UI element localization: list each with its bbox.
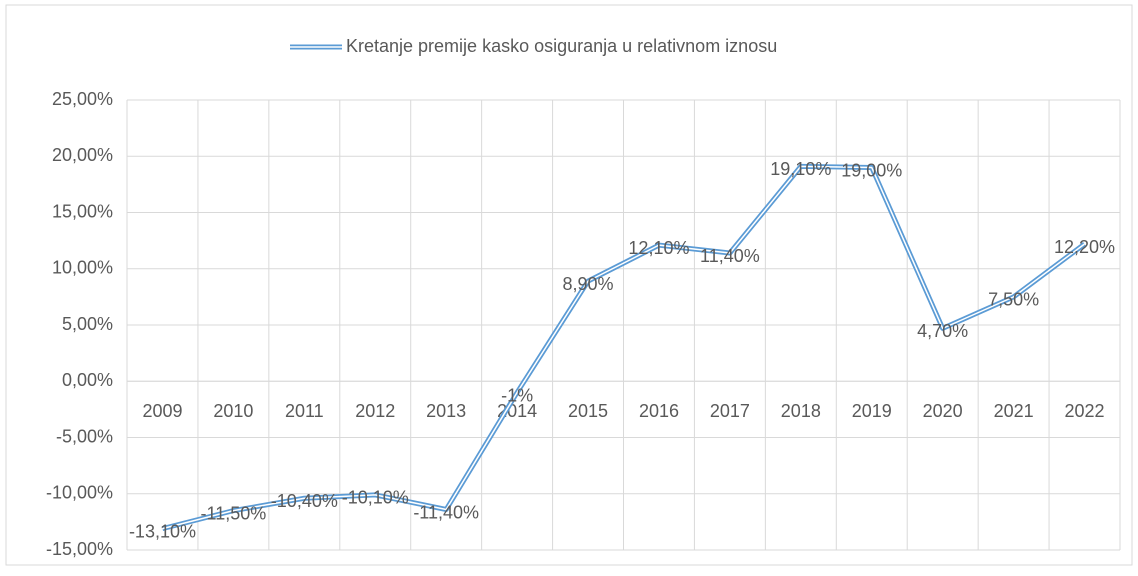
- data-label: 19,00%: [841, 160, 902, 180]
- y-tick-label: 15,00%: [52, 201, 113, 221]
- y-tick-label: 0,00%: [62, 370, 113, 390]
- y-tick-label: 25,00%: [52, 89, 113, 109]
- y-tick-label: 5,00%: [62, 314, 113, 334]
- x-tick-label: 2009: [142, 401, 182, 421]
- data-label: -11,50%: [201, 503, 267, 523]
- x-tick-label: 2011: [285, 401, 324, 421]
- x-tick-label: 2021: [994, 401, 1034, 421]
- data-label: -1%: [501, 385, 533, 405]
- x-tick-label: 2020: [923, 401, 963, 421]
- y-tick-label: -5,00%: [56, 426, 113, 446]
- legend-label: Kretanje premije kasko osiguranja u rela…: [346, 36, 777, 56]
- data-label: 12,10%: [628, 238, 689, 258]
- data-label: 7,50%: [988, 290, 1039, 310]
- data-label: -13,10%: [129, 521, 196, 541]
- data-label: 19,10%: [770, 159, 831, 179]
- data-label: -10,40%: [271, 491, 338, 511]
- chart-border: [5, 4, 1133, 566]
- x-tick-label: 2018: [781, 401, 821, 421]
- data-label: -10,10%: [342, 488, 409, 508]
- data-label: 11,40%: [700, 246, 760, 266]
- x-tick-label: 2015: [568, 401, 608, 421]
- x-tick-label: 2017: [710, 401, 750, 421]
- x-tick-label: 2013: [426, 401, 466, 421]
- x-tick-label: 2012: [355, 401, 395, 421]
- x-tick-label: 2010: [213, 401, 253, 421]
- data-label: -11,40%: [413, 502, 479, 522]
- data-label: 12,20%: [1054, 237, 1115, 257]
- x-tick-label: 2019: [852, 401, 892, 421]
- y-tick-label: 10,00%: [52, 258, 113, 278]
- y-tick-label: -10,00%: [46, 483, 113, 503]
- x-tick-label: 2022: [1065, 401, 1105, 421]
- line-inner: [162, 165, 1085, 530]
- y-tick-label: 20,00%: [52, 145, 113, 165]
- data-label: 8,90%: [563, 274, 614, 294]
- data-label: 4,70%: [917, 321, 968, 341]
- y-tick-label: -15,00%: [46, 539, 113, 559]
- x-tick-label: 2016: [639, 401, 679, 421]
